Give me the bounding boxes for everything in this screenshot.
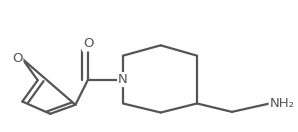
Text: O: O [83,37,93,51]
Text: N: N [118,73,128,86]
Text: O: O [12,52,22,65]
Text: NH₂: NH₂ [270,97,295,110]
